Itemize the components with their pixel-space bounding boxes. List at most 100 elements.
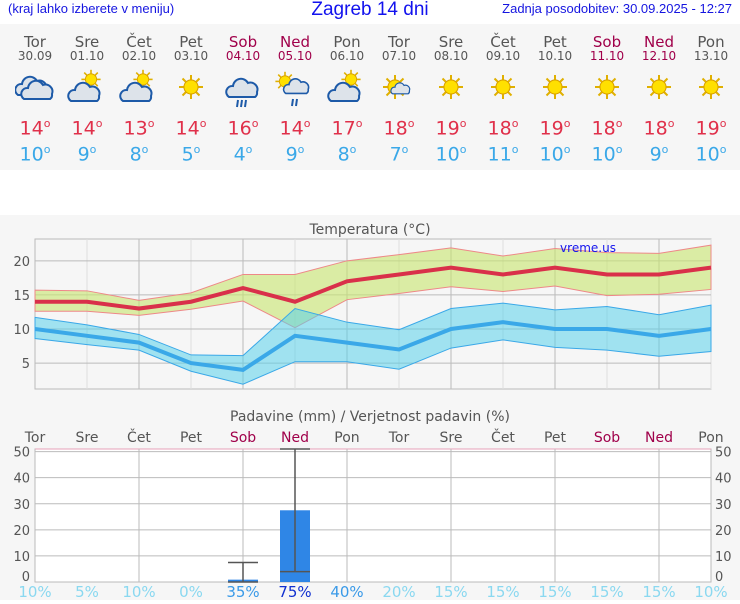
day-name: Pon <box>333 33 361 51</box>
max-temp: 14o <box>279 117 311 140</box>
precip-probability: 10% <box>18 583 51 600</box>
day-column: Sre 01.10 14o 9o <box>61 24 113 166</box>
min-temp: 10o <box>539 143 571 166</box>
y-tick-label: 15 <box>13 289 30 304</box>
day-date: 10.10 <box>537 49 573 63</box>
day-date: 02.10 <box>121 49 157 63</box>
day-column: Pet 10.10 19o 10o <box>529 24 581 166</box>
x-tick-label: Tor <box>388 430 410 446</box>
day-column: Čet 09.10 18o 11o <box>477 24 529 166</box>
y-tick-label-left: 10 <box>13 550 30 565</box>
sun-icon <box>425 69 477 109</box>
day-date: 06.10 <box>329 49 365 63</box>
day-date: 05.10 <box>277 49 313 63</box>
max-temp: 17o <box>331 117 363 140</box>
min-temp: 10o <box>19 143 51 166</box>
x-tick-label: Čet <box>491 428 515 446</box>
x-tick-label: Pon <box>334 430 359 446</box>
sun-icon <box>477 69 529 109</box>
precip-probability: 35% <box>226 583 259 600</box>
y-tick-label: 5 <box>22 357 30 372</box>
max-temp: 14o <box>175 117 207 140</box>
precip-probability: 15% <box>434 583 467 600</box>
day-date: 30.09 <box>17 49 53 63</box>
plot-frame <box>34 448 712 583</box>
day-date: 13.10 <box>693 49 729 63</box>
y-tick-label-right: 10 <box>715 550 732 565</box>
header: (kraj lahko izberete v meniju) Zagreb 14… <box>0 0 740 24</box>
precip-probability: 10% <box>122 583 155 600</box>
day-date: 01.10 <box>69 49 105 63</box>
min-temp: 8o <box>337 143 357 166</box>
precip-probability: 15% <box>590 583 623 600</box>
mostly-sunny-icon <box>373 69 425 109</box>
day-column: Sre 08.10 19o 10o <box>425 24 477 166</box>
precip-probability: 0% <box>179 583 203 600</box>
day-name: Čet <box>490 33 516 51</box>
day-name: Tor <box>24 33 46 51</box>
rain-cloud-icon <box>217 69 269 109</box>
day-date: 07.10 <box>381 49 417 63</box>
day-column: Čet 02.10 13o 8o <box>113 24 165 166</box>
precip-probability: 5% <box>75 583 99 600</box>
x-tick-label: Čet <box>127 428 151 446</box>
day-name: Ned <box>644 33 674 51</box>
min-temp: 8o <box>129 143 149 166</box>
max-temp-band <box>34 244 712 329</box>
min-temp: 9o <box>285 143 305 166</box>
precip-probability: 10% <box>694 583 727 600</box>
sun-rain-icon <box>269 69 321 109</box>
day-name: Sre <box>438 33 464 51</box>
max-temp: 16o <box>227 117 259 140</box>
x-tick-label: Pon <box>698 430 723 446</box>
min-temp: 5o <box>181 143 201 166</box>
daily-forecast: Tor 30.09 14o 10o Sre 01.10 14o 9o Čet 02.… <box>0 24 740 170</box>
partly-cloudy-icon <box>321 69 373 109</box>
max-temp: 13o <box>123 117 155 140</box>
precip-probability: 15% <box>486 583 519 600</box>
y-tick-label-left: 20 <box>13 524 30 539</box>
min-temp: 9o <box>649 143 669 166</box>
max-temp: 19o <box>695 117 727 140</box>
x-tick-label: Sre <box>440 430 463 446</box>
sun-icon <box>529 69 581 109</box>
day-name: Pet <box>179 33 203 51</box>
x-tick-label: Sre <box>76 430 99 446</box>
chart-title: Temperatura (°C) <box>308 222 430 238</box>
partly-cloudy-icon <box>61 69 113 109</box>
day-name: Sre <box>74 33 100 51</box>
day-column: Pet 03.10 14o 5o <box>165 24 217 166</box>
last-update: Zadnja posodobitev: 30.09.2025 - 12:27 <box>502 1 732 16</box>
sun-icon <box>685 69 737 109</box>
day-column: Tor 07.10 18o 7o <box>373 24 425 166</box>
day-date: 08.10 <box>433 49 469 63</box>
max-temp: 18o <box>487 117 519 140</box>
x-tick-label: Sob <box>594 430 620 446</box>
day-date: 12.10 <box>641 49 677 63</box>
day-date: 04.10 <box>225 49 261 63</box>
min-temp: 7o <box>389 143 409 166</box>
day-date: 11.10 <box>589 49 625 63</box>
max-temp: 14o <box>19 117 51 140</box>
y-tick-label-right: 30 <box>715 498 732 513</box>
max-temp-line <box>35 265 712 311</box>
chart-title: Padavine (mm) / Verjetnost padavin (%) <box>230 409 510 425</box>
day-column: Pon 13.10 19o 10o <box>685 24 737 166</box>
day-column: Ned 12.10 18o 9o <box>633 24 685 166</box>
y-tick-label-left: 30 <box>13 498 30 513</box>
charts: Temperatura (°C) 5 10 15 20 vreme.us Padavine … <box>0 215 740 601</box>
sun-icon <box>633 69 685 109</box>
sun-icon <box>165 69 217 109</box>
location-hint: (kraj lahko izberete v meniju) <box>8 1 175 16</box>
forecast-charts: Temperatura (°C) 5 10 15 20 vreme.us Padavine … <box>13 222 732 601</box>
min-temp-line <box>34 320 712 372</box>
min-temp: 4o <box>233 143 253 166</box>
min-temp: 10o <box>695 143 727 166</box>
day-column: Sob 11.10 18o 10o <box>581 24 633 166</box>
max-temp: 19o <box>539 117 571 140</box>
max-temp: 18o <box>591 117 623 140</box>
day-date: 09.10 <box>485 49 521 63</box>
day-date: 03.10 <box>173 49 209 63</box>
x-tick-label: Ned <box>645 430 673 446</box>
page-title: Zagreb 14 dni <box>311 0 429 20</box>
